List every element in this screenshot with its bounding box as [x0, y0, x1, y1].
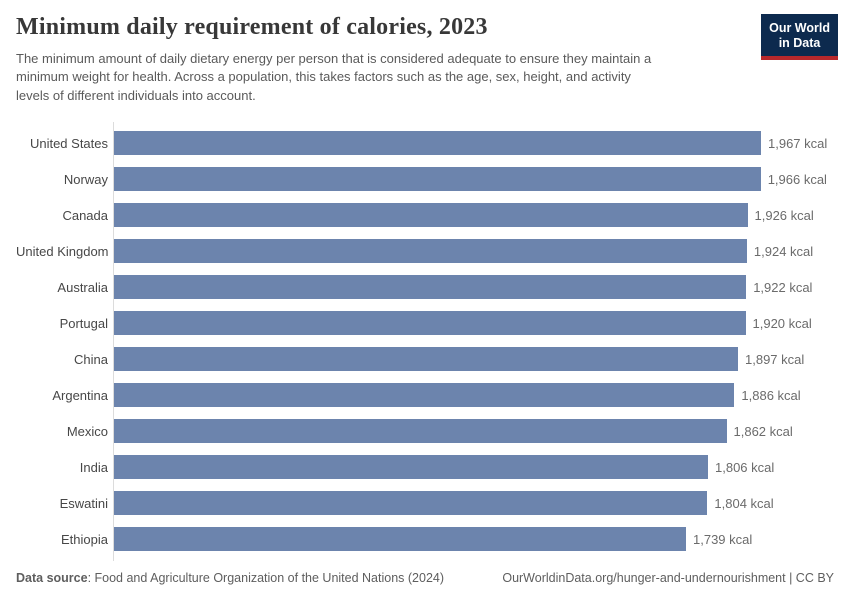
country-label: China	[74, 351, 108, 367]
bar[interactable]	[114, 311, 746, 336]
value-label: 1,739 kcal	[693, 531, 753, 547]
bar[interactable]	[114, 347, 738, 372]
bar-area: 1,922 kcal	[114, 275, 834, 300]
y-axis-line	[113, 122, 114, 562]
bar-row: Ethiopia 1,739 kcal	[16, 521, 834, 557]
country-label: Canada	[62, 207, 108, 223]
bar-row: Canada 1,926 kcal	[16, 197, 834, 233]
value-label: 1,966 kcal	[767, 171, 827, 187]
bar[interactable]	[114, 455, 708, 480]
bar-area: 1,862 kcal	[114, 419, 834, 444]
bar-row: United States 1,967 kcal	[16, 125, 834, 161]
bar-area: 1,806 kcal	[114, 455, 834, 480]
value-label: 1,920 kcal	[752, 315, 812, 331]
country-label: United States	[29, 135, 108, 151]
value-label: 1,862 kcal	[733, 423, 793, 439]
attribution-link[interactable]: OurWorldinData.org/hunger-and-undernouri…	[502, 571, 834, 585]
bar[interactable]	[114, 383, 735, 408]
value-label: 1,924 kcal	[753, 243, 814, 259]
data-source: Data source: Food and Agriculture Organi…	[16, 571, 444, 585]
bar-row: Argentina 1,886 kcal	[16, 377, 834, 413]
owid-logo: Our World in Data	[761, 14, 838, 60]
bar-chart-rows: United States 1,967 kcal Norway 1,966 kc…	[16, 125, 834, 557]
bar-row: Portugal 1,920 kcal	[16, 305, 834, 341]
chart-title: Minimum daily requirement of calories, 2…	[16, 14, 488, 40]
bar[interactable]	[114, 239, 747, 264]
country-label: Portugal	[59, 315, 108, 331]
country-label: Ethiopia	[61, 531, 108, 547]
owid-logo-line2: in Data	[778, 36, 821, 50]
bar-row: Norway 1,966 kcal	[16, 161, 834, 197]
bar-row: Australia 1,922 kcal	[16, 269, 834, 305]
value-label: 1,926 kcal	[754, 207, 814, 223]
country-label: United Kingdom	[16, 243, 109, 259]
value-label: 1,922 kcal	[753, 279, 813, 295]
data-source-label: Data source	[16, 571, 88, 585]
bar-row: United Kingdom 1,924 kcal	[16, 233, 834, 269]
bar-area: 1,886 kcal	[114, 383, 834, 408]
chart-header: Minimum daily requirement of calories, 2…	[0, 0, 850, 105]
bar-area: 1,967 kcal	[114, 131, 834, 156]
bar-area: 1,920 kcal	[114, 311, 834, 336]
value-label: 1,806 kcal	[715, 459, 775, 475]
chart-subtitle: The minimum amount of daily dietary ener…	[16, 50, 652, 103]
bar-row: China 1,897 kcal	[16, 341, 834, 377]
title-block: Minimum daily requirement of calories, 2…	[16, 13, 651, 105]
bar-chart: United States 1,967 kcal Norway 1,966 kc…	[0, 122, 850, 562]
bar-area: 1,926 kcal	[114, 203, 834, 228]
value-label: 1,886 kcal	[741, 387, 801, 403]
bar[interactable]	[114, 275, 747, 300]
bar[interactable]	[114, 419, 727, 444]
country-label: Norway	[63, 171, 108, 187]
bar-area: 1,966 kcal	[114, 167, 834, 192]
bar-area: 1,924 kcal	[114, 239, 834, 264]
bar[interactable]	[114, 167, 761, 192]
owid-logo-line1: Our World	[769, 21, 830, 35]
country-label: Argentina	[52, 387, 108, 403]
bar-area: 1,897 kcal	[114, 347, 834, 372]
bar-area: 1,804 kcal	[114, 491, 834, 516]
country-label: Mexico	[66, 423, 108, 439]
chart-footer: Data source: Food and Agriculture Organi…	[16, 571, 834, 585]
bar[interactable]	[114, 203, 748, 228]
bar-row: Mexico 1,862 kcal	[16, 413, 834, 449]
bar-area: 1,739 kcal	[114, 527, 834, 552]
country-label: Eswatini	[59, 495, 108, 511]
country-label: India	[79, 459, 108, 475]
bar[interactable]	[114, 131, 761, 156]
bar-row: Eswatini 1,804 kcal	[16, 485, 834, 521]
bar[interactable]	[114, 491, 708, 516]
data-source-text: : Food and Agriculture Organization of t…	[87, 571, 445, 585]
bar[interactable]	[114, 527, 686, 552]
value-label: 1,897 kcal	[745, 351, 805, 367]
country-label: Australia	[57, 279, 108, 295]
value-label: 1,804 kcal	[714, 495, 774, 511]
value-label: 1,967 kcal	[768, 135, 828, 151]
bar-row: India 1,806 kcal	[16, 449, 834, 485]
